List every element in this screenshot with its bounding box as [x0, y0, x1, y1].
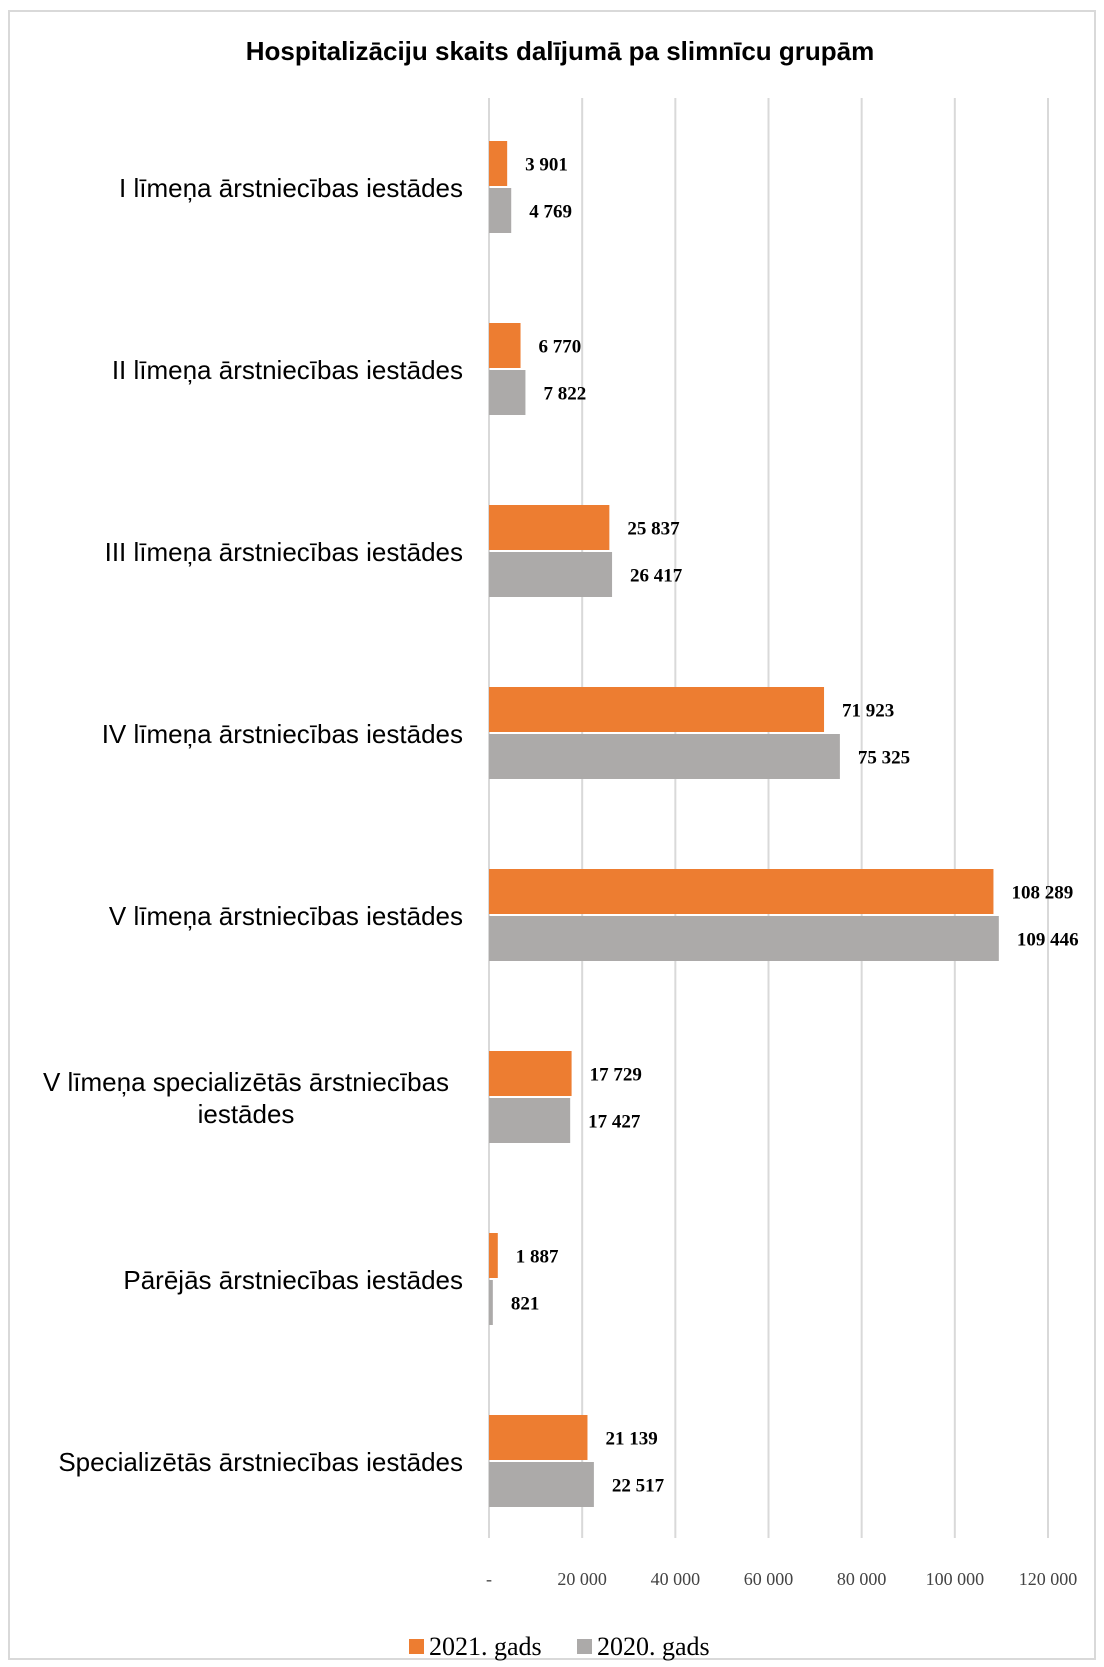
data-label: 17 729: [590, 1065, 642, 1086]
category-label: IV līmeņa ārstniecības iestādes: [102, 719, 463, 749]
bar-series-2021: [489, 323, 521, 368]
bar-series-2020: [489, 370, 526, 415]
bar-series-2021: [489, 1415, 588, 1460]
bar-series-2021: [489, 1233, 498, 1278]
gridlines: [488, 98, 1049, 1538]
bar-series-2020: [489, 1462, 594, 1507]
category-label: Specializētās ārstniecības iestādes: [58, 1447, 463, 1477]
data-label: 71 923: [842, 701, 894, 722]
data-label: 821: [511, 1294, 539, 1315]
category-label: II līmeņa ārstniecības iestādes: [112, 355, 463, 385]
legend: 2021. gads 2020. gads: [409, 1632, 710, 1661]
legend-swatch: [577, 1639, 592, 1654]
x-axis-ticks: - 20 000 40 000 60 000 80 000 100 000 120 000: [486, 1569, 1077, 1589]
tick-label: 60 000: [744, 1569, 794, 1589]
bar-series-2020: [489, 552, 613, 597]
data-label: 75 325: [858, 748, 910, 769]
chart-frame: [8, 10, 1096, 1660]
category-label: iestādes: [198, 1099, 295, 1129]
bar-series-2021: [489, 141, 508, 186]
data-label: 25 837: [627, 519, 680, 540]
data-label: 22 517: [612, 1476, 665, 1497]
category-label: V līmeņa ārstniecības iestādes: [109, 901, 463, 931]
category-label: I līmeņa ārstniecības iestādes: [119, 173, 463, 203]
bar-series-2020: [489, 188, 512, 233]
chart-title: Hospitalizāciju skaits dalījumā pa slimn…: [246, 36, 875, 66]
category-label: Pārējās ārstniecības iestādes: [123, 1265, 463, 1295]
tick-label: 100 000: [926, 1569, 985, 1589]
bar-series-2021: [489, 505, 610, 550]
data-label: 7 822: [543, 384, 586, 405]
data-label: 21 139: [605, 1429, 657, 1450]
legend-swatch: [409, 1639, 424, 1654]
data-labels: 3 901 4 769 6 770 7 822 25 837 26 417 71 923 75…: [511, 155, 1079, 1497]
data-label: 108 289: [1011, 883, 1073, 904]
data-label: 4 769: [529, 202, 572, 223]
data-label: 3 901: [525, 155, 568, 176]
bar-series-2020: [489, 916, 999, 961]
bar-series-2021: [489, 687, 825, 732]
bar-series-2020: [489, 734, 840, 779]
legend-label: 2020. gads: [597, 1632, 710, 1661]
category-label: III līmeņa ārstniecības iestādes: [105, 537, 463, 567]
tick-label: 40 000: [651, 1569, 701, 1589]
tick-label: 20 000: [557, 1569, 607, 1589]
data-label: 26 417: [630, 566, 683, 587]
bar-series-2021: [489, 869, 994, 914]
category-labels: I līmeņa ārstniecības iestādes II līmeņa …: [43, 173, 463, 1477]
legend-label: 2021. gads: [429, 1632, 542, 1661]
bars: [489, 141, 999, 1507]
bar-series-2020: [489, 1280, 493, 1325]
data-label: 1 887: [516, 1247, 559, 1268]
data-label: 17 427: [588, 1112, 641, 1133]
data-label: 109 446: [1017, 930, 1079, 951]
tick-label: 120 000: [1019, 1569, 1078, 1589]
category-label: V līmeņa specializētās ārstniecības: [43, 1067, 449, 1097]
bar-series-2020: [489, 1098, 571, 1143]
bar-series-2021: [489, 1051, 572, 1096]
tick-label: 80 000: [837, 1569, 887, 1589]
tick-label: -: [486, 1569, 492, 1589]
data-label: 6 770: [539, 337, 582, 358]
